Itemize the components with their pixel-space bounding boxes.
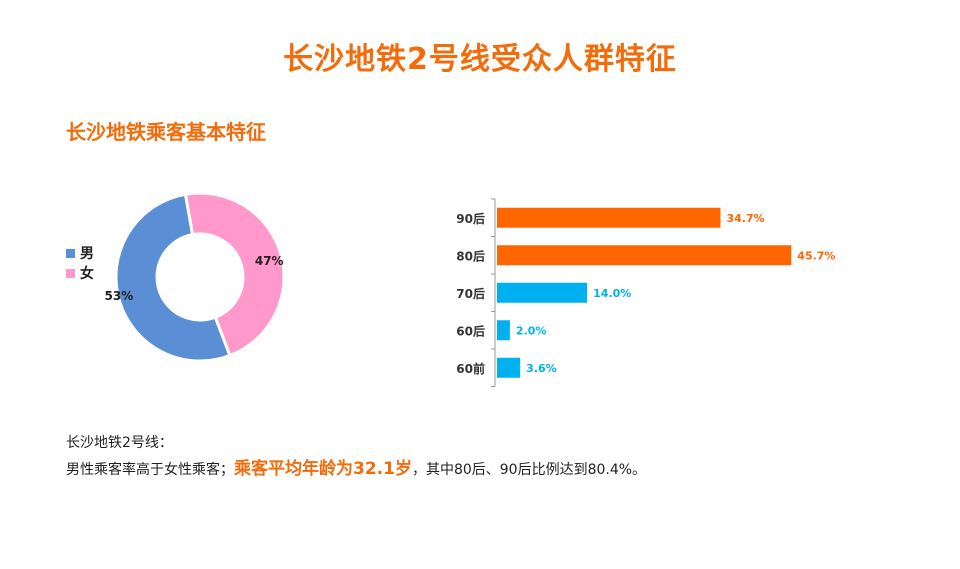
bar-category-label: 80后 [456,248,485,263]
bar-category-label: 60前 [456,361,485,376]
bar-value-label: 2.0% [516,324,547,337]
section-title: 长沙地铁乘客基本特征 [66,120,266,144]
notes-block: 长沙地铁2号线： 男性乘客率高于女性乘客；乘客平均年龄为32.1岁，其中80后、… [66,432,646,485]
bar-1 [497,245,792,266]
legend-swatch-male [66,249,75,258]
donut-slice-female [183,191,286,358]
legend-swatch-female [66,269,75,278]
bar-value-label: 45.7% [797,249,835,262]
page-title: 长沙地铁2号线受众人群特征 [283,42,677,77]
gender-donut-chart: 47% 53% 男女 [60,182,320,372]
donut-label-female: 47% [255,254,284,268]
bar-category-label: 90后 [456,211,485,226]
age-bar-svg: 90后 34.7% 80后 45.7% 70后 14.0% 60后 2.0% 60前 3.6% [456,198,835,387]
legend-label-female: 女 [80,265,94,282]
note-prefix: 男性乘客率高于女性乘客； [66,462,234,478]
bar-3 [497,320,510,341]
note-line-1: 长沙地铁2号线： [66,435,173,451]
bar-category-label: 70后 [456,286,485,301]
bar-value-label: 34.7% [726,212,764,225]
legend-label-male: 男 [80,246,94,262]
donut-slice-male [114,192,232,363]
donut-label-male: 53% [105,289,134,303]
bar-2 [497,282,588,303]
bar-category-label: 60后 [456,323,485,338]
age-bar-chart: 90后 34.7% 80后 45.7% 70后 14.0% 60后 2.0% 60前 3.6% [440,195,880,395]
bar-value-label: 14.0% [593,287,631,300]
note-highlight: 乘客平均年龄为32.1岁 [234,459,412,479]
note-line-2: 男性乘客率高于女性乘客；乘客平均年龄为32.1岁，其中80后、90后比例达到80… [66,454,646,485]
bar-value-label: 3.6% [526,362,557,375]
note-suffix: ，其中80后、90后比例达到80.4%。 [411,462,647,478]
gender-donut-svg: 47% 53% 男女 [66,191,286,363]
bar-4 [497,357,521,378]
bar-0 [497,207,721,228]
